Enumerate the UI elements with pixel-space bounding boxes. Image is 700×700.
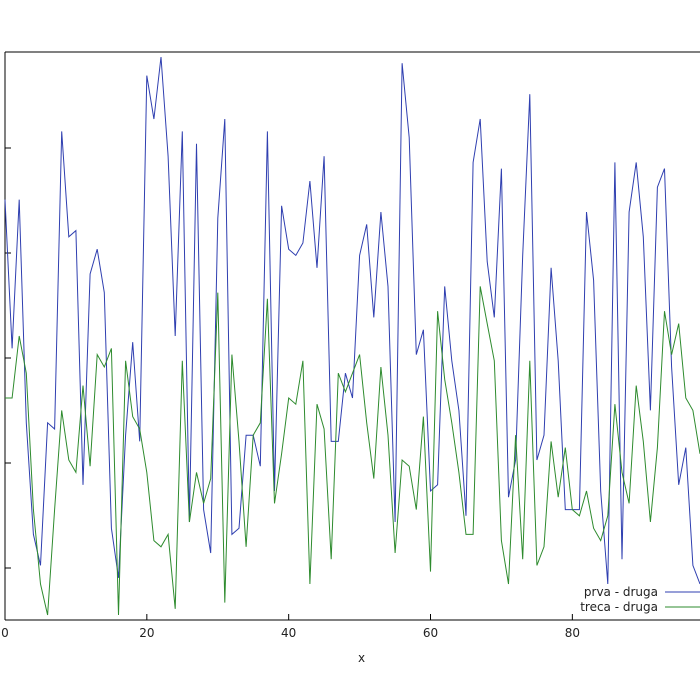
series-line-2 [5,286,700,616]
axes [4,51,700,621]
x-tick-labels: 0 20 40 60 80 [1,614,580,640]
series-line-1 [4,56,700,585]
x-tick-label: 60 [423,626,438,640]
x-tick-label: 0 [1,626,9,640]
x-tick-label: 40 [281,626,296,640]
x-tick-label: 20 [139,626,154,640]
x-tick-label: 80 [565,626,580,640]
series-lines [4,56,700,616]
legend-label-1: prva - druga [584,585,658,599]
legend-label-2: treca - druga [580,600,658,614]
x-axis-label: x [358,651,365,665]
